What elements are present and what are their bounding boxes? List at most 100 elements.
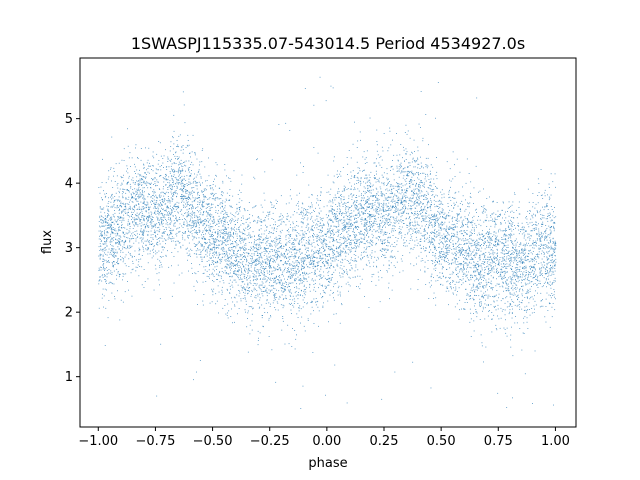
data-point bbox=[478, 287, 480, 289]
data-point bbox=[306, 255, 307, 257]
data-point bbox=[299, 192, 300, 194]
data-point bbox=[457, 241, 459, 243]
data-point bbox=[354, 232, 355, 233]
data-point bbox=[252, 246, 254, 248]
data-point bbox=[349, 269, 351, 271]
data-point bbox=[234, 264, 236, 266]
data-point bbox=[257, 272, 259, 274]
data-point bbox=[204, 239, 206, 240]
data-point bbox=[511, 299, 513, 301]
data-point bbox=[146, 181, 148, 183]
data-point bbox=[266, 250, 267, 252]
data-point bbox=[386, 168, 388, 170]
data-point bbox=[541, 258, 543, 260]
data-point bbox=[386, 248, 388, 250]
data-point bbox=[510, 257, 511, 259]
data-point bbox=[486, 273, 488, 274]
data-point bbox=[181, 146, 183, 148]
data-point bbox=[299, 248, 301, 250]
data-point bbox=[227, 236, 228, 238]
data-point bbox=[498, 262, 500, 264]
data-point bbox=[255, 279, 257, 281]
data-point bbox=[228, 264, 230, 266]
data-point bbox=[476, 295, 477, 296]
data-point bbox=[299, 274, 301, 275]
data-point bbox=[99, 206, 101, 208]
data-point bbox=[492, 261, 494, 262]
data-point bbox=[312, 220, 314, 222]
data-point bbox=[209, 254, 210, 256]
data-point bbox=[170, 188, 171, 189]
data-point bbox=[118, 243, 120, 245]
data-point bbox=[99, 276, 101, 277]
data-point bbox=[214, 239, 216, 241]
data-point bbox=[260, 221, 262, 223]
data-point bbox=[237, 214, 239, 215]
data-point bbox=[433, 239, 435, 241]
data-point bbox=[384, 243, 385, 244]
data-point bbox=[267, 312, 268, 314]
data-point bbox=[474, 244, 476, 246]
data-point bbox=[513, 247, 514, 249]
data-point bbox=[204, 166, 206, 168]
data-point bbox=[389, 220, 391, 222]
data-point bbox=[226, 267, 228, 269]
data-point bbox=[455, 281, 457, 283]
data-point bbox=[229, 199, 231, 201]
data-point bbox=[261, 304, 263, 306]
data-point bbox=[528, 233, 530, 235]
data-point bbox=[163, 178, 165, 180]
data-point bbox=[431, 241, 433, 243]
data-point bbox=[258, 262, 260, 264]
data-point bbox=[451, 232, 453, 234]
data-point bbox=[538, 223, 539, 225]
data-point bbox=[125, 192, 127, 194]
data-point bbox=[390, 184, 392, 186]
data-point bbox=[104, 212, 106, 214]
data-point bbox=[475, 309, 477, 310]
data-point bbox=[154, 206, 156, 208]
data-point bbox=[139, 178, 141, 180]
data-point bbox=[469, 202, 471, 204]
data-point bbox=[469, 283, 471, 285]
data-point bbox=[497, 244, 498, 246]
data-point bbox=[541, 236, 542, 238]
data-point bbox=[200, 254, 202, 255]
data-point bbox=[166, 200, 168, 201]
data-point bbox=[393, 195, 394, 197]
data-point bbox=[339, 275, 341, 277]
data-point bbox=[420, 180, 422, 182]
data-point bbox=[193, 178, 194, 180]
data-point bbox=[448, 197, 450, 199]
data-point bbox=[234, 270, 236, 272]
data-point bbox=[256, 248, 257, 249]
data-point bbox=[383, 203, 385, 205]
data-point bbox=[323, 251, 325, 252]
data-point bbox=[391, 231, 393, 233]
data-point bbox=[146, 217, 147, 219]
data-point bbox=[279, 215, 281, 217]
data-point bbox=[335, 256, 337, 258]
data-point bbox=[549, 234, 551, 236]
data-point bbox=[339, 208, 340, 210]
data-point bbox=[393, 218, 395, 220]
data-point bbox=[363, 181, 364, 183]
data-point bbox=[209, 263, 210, 265]
data-point bbox=[313, 310, 314, 312]
data-point bbox=[246, 259, 248, 261]
data-point bbox=[492, 277, 494, 279]
data-point bbox=[481, 304, 482, 306]
data-point bbox=[428, 239, 430, 241]
data-point bbox=[269, 274, 270, 275]
data-point bbox=[150, 237, 152, 238]
data-point bbox=[241, 287, 243, 288]
data-point bbox=[367, 213, 369, 214]
data-point bbox=[364, 223, 366, 225]
data-point bbox=[547, 209, 549, 210]
data-point bbox=[379, 186, 381, 188]
data-point bbox=[312, 266, 314, 268]
data-point bbox=[316, 215, 317, 217]
data-point bbox=[304, 253, 306, 255]
data-point bbox=[237, 251, 239, 252]
